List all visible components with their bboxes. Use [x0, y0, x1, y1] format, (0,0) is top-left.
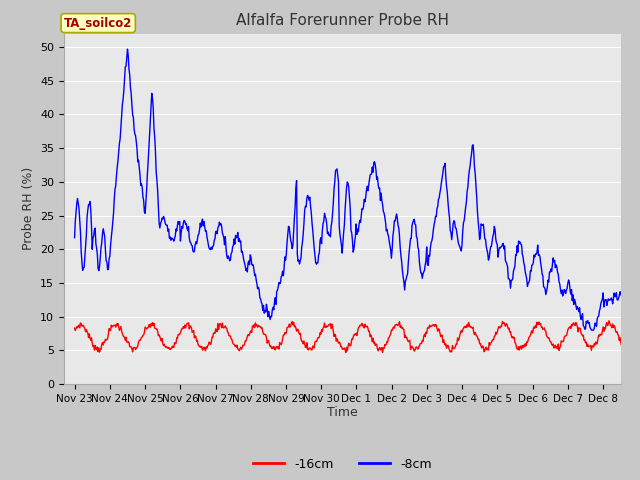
Title: Alfalfa Forerunner Probe RH: Alfalfa Forerunner Probe RH [236, 13, 449, 28]
Text: TA_soilco2: TA_soilco2 [64, 17, 132, 30]
X-axis label: Time: Time [327, 407, 358, 420]
Y-axis label: Probe RH (%): Probe RH (%) [22, 167, 35, 251]
Legend: -16cm, -8cm: -16cm, -8cm [248, 453, 436, 476]
